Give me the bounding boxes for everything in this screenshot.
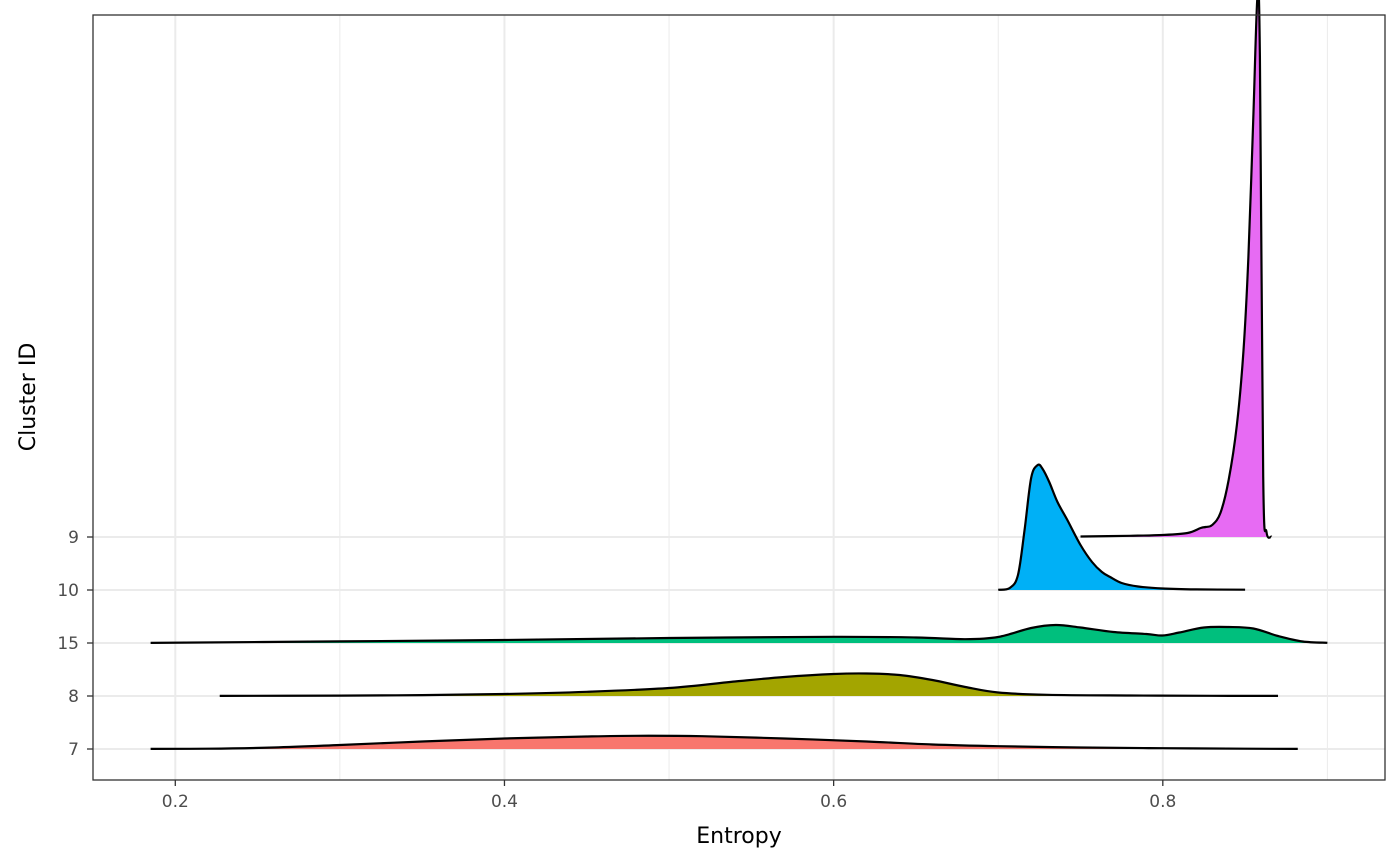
y-tick-label: 7	[68, 740, 79, 760]
y-axis: 7 8 15 10 9	[57, 528, 93, 760]
y-tick-label: 9	[68, 528, 79, 548]
ridge-cluster-10	[998, 463, 1246, 591]
ridge-fill-15	[150, 624, 1328, 643]
x-tick-label: 0.6	[820, 792, 847, 812]
ridge-fill-8	[219, 673, 1279, 696]
ridge-cluster-7	[150, 734, 1298, 750]
y-tick-label: 15	[57, 634, 79, 654]
plot-panel-background	[93, 15, 1385, 780]
ridges	[150, 0, 1328, 750]
x-tick-label: 0.8	[1149, 792, 1176, 812]
x-tick-label: 0.4	[491, 792, 518, 812]
ridge-outline-15	[150, 623, 1328, 644]
y-axis-title: Cluster ID	[16, 343, 41, 452]
plot-panel-border	[92, 14, 1386, 781]
ridge-cluster-15	[150, 623, 1328, 644]
y-tick-label: 8	[68, 687, 79, 707]
ridge-outline-8	[219, 672, 1279, 697]
x-tick-label: 0.2	[162, 792, 189, 812]
x-axis: 0.2 0.4 0.6 0.8	[162, 780, 1176, 812]
ridge-outline-7	[150, 734, 1298, 750]
ridge-outline-10	[998, 463, 1246, 591]
ridge-fill-7	[150, 735, 1298, 749]
ridge-cluster-9	[1080, 0, 1273, 539]
ridge-fill-10	[998, 464, 1246, 590]
x-axis-title: Entropy	[696, 824, 781, 849]
ridge-cluster-8	[219, 672, 1279, 697]
ridge-fill-9	[1080, 0, 1272, 538]
ridge-outline-9	[1080, 0, 1273, 539]
y-tick-label: 10	[57, 581, 79, 601]
